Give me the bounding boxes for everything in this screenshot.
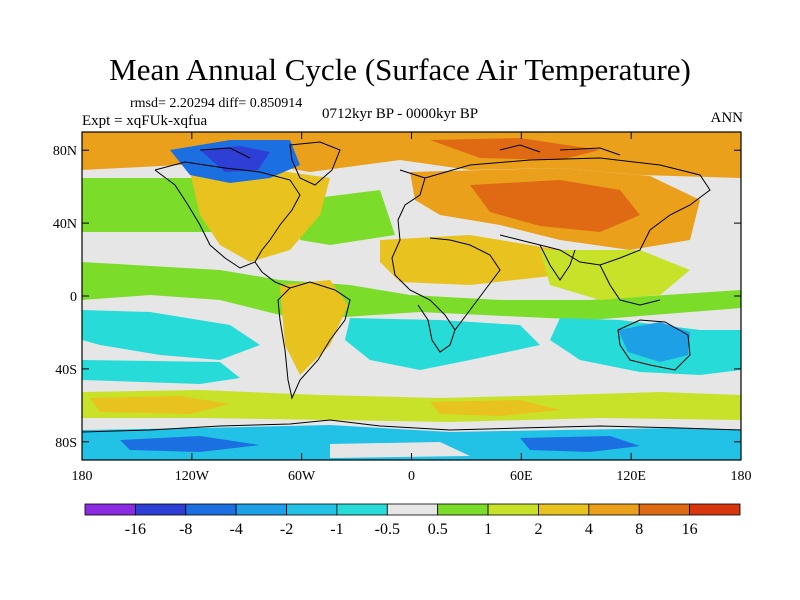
coastline-asia (424, 157, 711, 266)
x-tick-label: 60E (510, 469, 533, 484)
coastline-south-america (277, 281, 351, 400)
colorbar-level-label: -1 (330, 521, 343, 538)
x-tick-label: 120W (175, 469, 210, 484)
eurasia-hot-core (470, 180, 640, 232)
colorbar-swatch (134, 503, 187, 516)
india-seasia-warm (540, 250, 690, 300)
southern-mid-warm-core (90, 396, 230, 414)
colorbar-level-label: 16 (682, 521, 698, 538)
south-america-warm (280, 280, 348, 375)
antarctica-interior-neutral (330, 442, 470, 458)
colorbar-swatch (84, 503, 136, 516)
x-tick-label: 180 (731, 469, 752, 484)
colorbar-level-label: -2 (280, 521, 293, 538)
coastline-africa-east (429, 237, 501, 331)
south-ocean-cool-central (345, 318, 540, 370)
colorbar-swatch (588, 503, 640, 516)
x-axis: 180 120W 60W 0 60E 120E 180 (72, 132, 752, 484)
south-pacific-cool-strip (82, 360, 240, 384)
n-atlantic-green-band (300, 190, 395, 245)
coastline-arctic-islands (199, 144, 621, 159)
y-tick-label: 40N (53, 217, 77, 232)
antarctica-deep-cool-2 (520, 436, 640, 452)
colorbar-swatch (638, 503, 691, 516)
colorbar-swatch (286, 503, 338, 516)
colorbar-level-label: 2 (534, 521, 542, 538)
south-ocean-cool-west (82, 310, 260, 360)
anomaly-fields (82, 132, 741, 460)
colorbar-level-label: 1 (484, 521, 492, 538)
colorbar-swatch (538, 503, 590, 516)
southern-mid-warm-core-2 (430, 400, 560, 416)
coastline-north-america-west (154, 169, 256, 269)
y-axis: 80N 40N 0 40S 80S (53, 144, 741, 451)
arctic-hot-core (430, 138, 600, 160)
coastline-antarctica (82, 419, 741, 433)
y-tick-label: 0 (70, 290, 77, 305)
coastline-greenland (289, 141, 341, 186)
y-tick-label: 80S (55, 436, 77, 451)
colorbar-level-label: 4 (585, 521, 593, 538)
chart-title: Mean Annual Cycle (Surface Air Temperatu… (109, 52, 691, 87)
colorbar-swatch (487, 503, 539, 516)
y-tick-label: 40S (55, 363, 77, 378)
coastline-australia (617, 319, 691, 371)
coastlines (82, 141, 741, 433)
colorbar-level-label: -4 (229, 521, 242, 538)
north-america-warm (190, 168, 330, 262)
colorbar-swatch (386, 503, 439, 516)
australia-cool (618, 322, 690, 362)
colorbar-swatch (235, 503, 287, 516)
x-tick-label: 60W (288, 469, 316, 484)
coastline-europe-africa (391, 169, 456, 353)
rmsd-diff-stats: rmsd= 2.20294 diff= 0.850914 (130, 96, 303, 111)
colorbar-level-label: -16 (125, 521, 146, 538)
colorbar-level-label: 0.5 (428, 521, 448, 538)
greenland-canada-deep (200, 146, 270, 172)
antarctica-deep-cool (120, 436, 260, 452)
coastline-india (539, 244, 576, 281)
season-label: ANN (710, 110, 744, 126)
tropical-green-band (82, 262, 741, 320)
x-tick-label: 120E (616, 469, 646, 484)
colorbar-swatch (336, 503, 388, 516)
colorbar-swatch (689, 503, 741, 516)
x-tick-label: 0 (408, 469, 415, 484)
colorbar-level-label: -8 (179, 521, 192, 538)
colorbar-level-label: -0.5 (375, 521, 400, 538)
y-tick-label: 80N (53, 144, 77, 159)
colorbar-swatch (437, 503, 489, 516)
x-tick-label: 180 (72, 469, 93, 484)
colorbar-level-label: 8 (635, 521, 643, 538)
colorbar: -16 -8 -4 -2 -1 -0.5 0.5 1 2 4 8 16 (84, 503, 741, 538)
africa-sahara-warm (380, 235, 560, 285)
coastline-north-america (154, 161, 301, 289)
coastline-seasia (599, 264, 661, 306)
period-label: 0712kyr BP - 0000kyr BP (322, 106, 479, 122)
experiment-label: Expt = xqFUk-xqfua (82, 113, 208, 129)
southern-mid-warm-band (82, 390, 741, 422)
colorbar-swatch (185, 503, 237, 516)
